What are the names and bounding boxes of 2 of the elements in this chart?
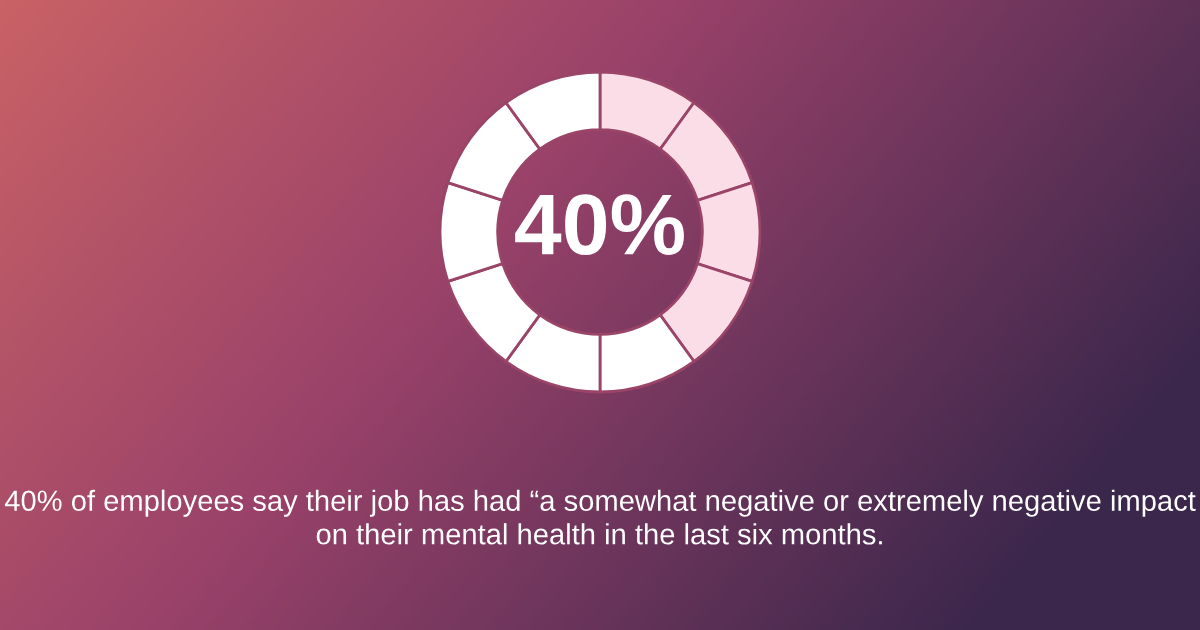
text: 40% bbox=[515, 194, 684, 256]
text: 40% of employees say their job has had “a somewhat negative or extremely negative impact on their mental health in the last six months. bbox=[4, 489, 1196, 545]
